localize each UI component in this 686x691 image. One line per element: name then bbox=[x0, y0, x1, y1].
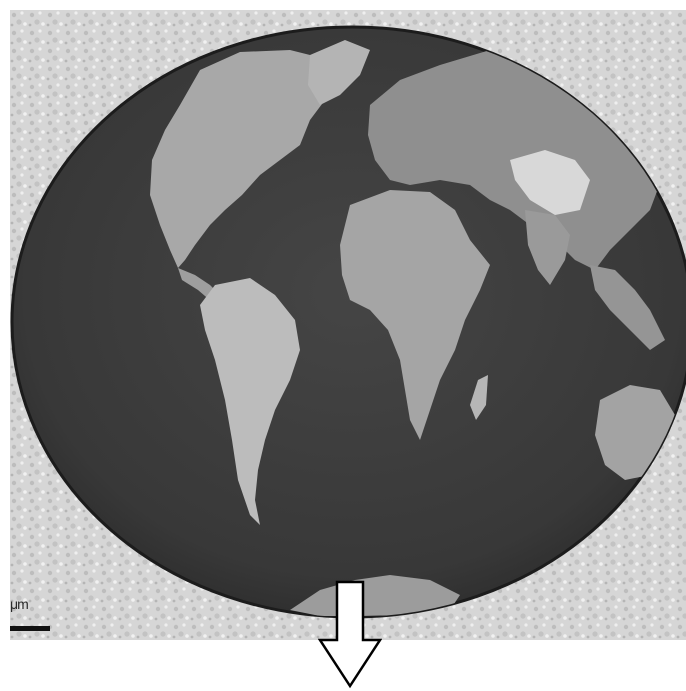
continent-south-america bbox=[200, 278, 300, 525]
scale-label: μm bbox=[10, 596, 29, 612]
continent-greenland bbox=[308, 40, 370, 105]
micrograph-svg bbox=[10, 10, 686, 640]
down-arrow-icon bbox=[318, 580, 382, 689]
world-map-micrograph bbox=[10, 10, 686, 640]
islands-southeast-asia bbox=[590, 265, 665, 350]
continent-antarctica bbox=[290, 575, 460, 616]
continent-africa bbox=[340, 190, 490, 440]
continent-india bbox=[525, 210, 570, 285]
plateau-highlight bbox=[510, 150, 590, 215]
continent-north-america bbox=[150, 50, 355, 268]
scale-bar bbox=[10, 626, 50, 631]
island-madagascar bbox=[470, 375, 488, 420]
